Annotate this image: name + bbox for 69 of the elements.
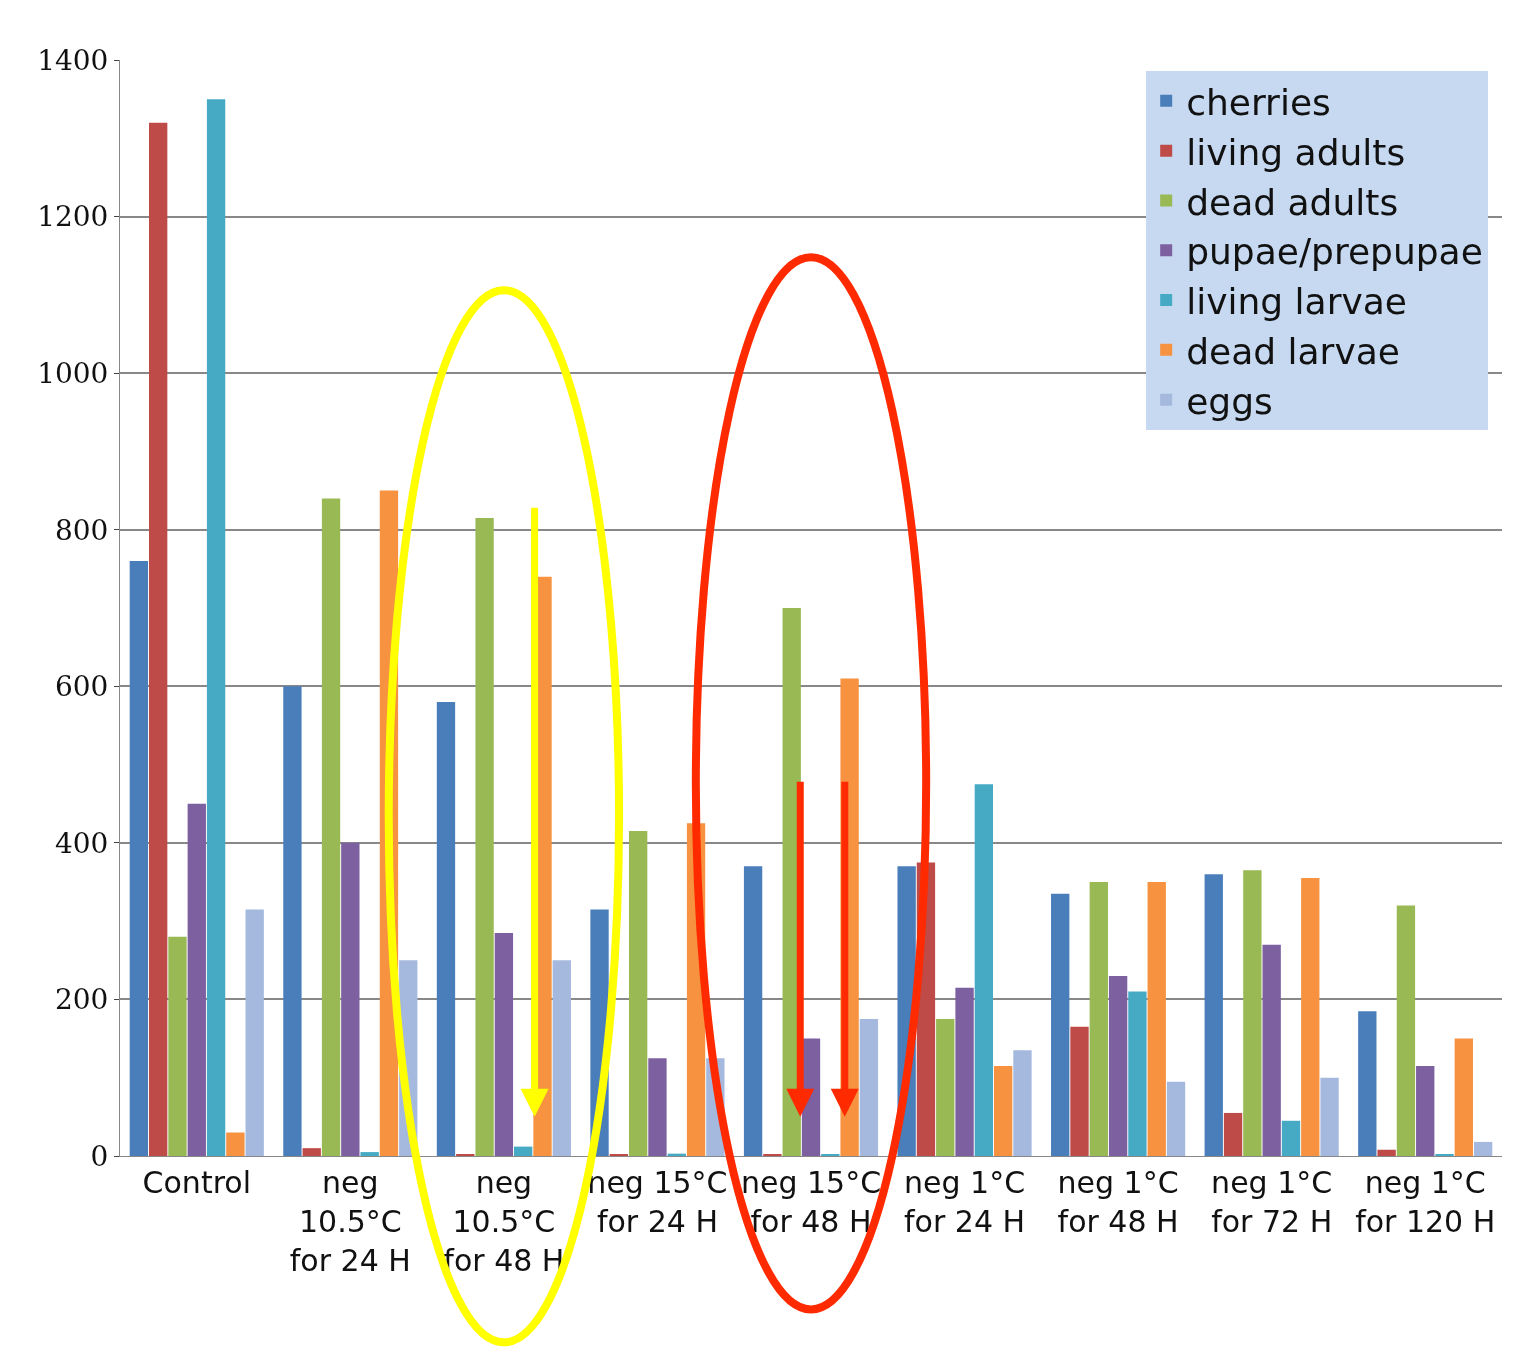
y-tick-label: 600: [54, 670, 109, 704]
bar: [936, 1019, 955, 1156]
y-tick-label: 1000: [37, 356, 109, 390]
bar: [859, 1019, 879, 1156]
bar: [302, 1148, 321, 1156]
bar: [1301, 878, 1320, 1156]
bar: [1204, 874, 1223, 1156]
legend-label: living adults: [1186, 131, 1406, 173]
bar: [436, 701, 456, 1156]
legend-label: cherries: [1186, 81, 1331, 123]
bar: [1473, 1141, 1493, 1156]
bar: [283, 686, 302, 1156]
x-tick-label: neg 1°C for 120 H: [1355, 1165, 1496, 1239]
bar: [494, 932, 514, 1156]
bar: [628, 831, 648, 1156]
y-tick-label: 400: [54, 826, 109, 860]
bar: [1051, 893, 1070, 1156]
bar: [475, 517, 494, 1156]
legend-label: eggs: [1186, 380, 1273, 422]
bar: [743, 866, 763, 1156]
x-tick-label: Control: [142, 1165, 252, 1200]
bar: [226, 1132, 245, 1156]
x-tick-label: neg 1°C for 48 H: [1057, 1165, 1179, 1239]
bar: [245, 909, 264, 1156]
bar: [187, 803, 206, 1156]
legend-label: living larvae: [1186, 281, 1407, 323]
bar: [1262, 944, 1281, 1156]
x-tick-label: neg 10.5°C for 24 H: [289, 1165, 411, 1278]
x-tick-label: neg 15°C for 48 H: [740, 1165, 882, 1239]
legend-label: dead adults: [1186, 181, 1399, 223]
y-tick-label: 1200: [37, 200, 109, 234]
bar: [1128, 991, 1147, 1156]
y-tick-label: 1400: [37, 43, 109, 77]
bar: [974, 784, 994, 1156]
y-tick-label: 0: [90, 1139, 109, 1173]
legend-label: dead larvae: [1186, 330, 1400, 372]
bar: [1320, 1077, 1339, 1156]
x-tick-label: neg 1°C for 72 H: [1211, 1165, 1333, 1239]
y-tick-label: 200: [54, 983, 109, 1017]
bar: [1108, 975, 1128, 1156]
bar: [648, 1058, 667, 1156]
bar: [1281, 1120, 1301, 1156]
bar: [1089, 882, 1108, 1156]
x-tick-label: neg 15°C for 24 H: [587, 1165, 728, 1239]
legend-label: pupae/prepupae: [1186, 231, 1483, 273]
bar: [129, 561, 149, 1156]
x-tick-label: neg 1°C for 24 H: [904, 1165, 1026, 1239]
bar: [168, 936, 187, 1156]
bar: [552, 960, 571, 1156]
y-tick-label: 800: [54, 513, 109, 547]
bar: [1358, 1011, 1377, 1156]
bar: [1396, 905, 1416, 1156]
bar: [955, 987, 974, 1156]
bar: [360, 1152, 379, 1156]
bar: [206, 99, 226, 1156]
bar: [514, 1146, 533, 1156]
bar: [1454, 1038, 1473, 1156]
bar: [1013, 1050, 1032, 1156]
bar: [1147, 882, 1166, 1156]
bar: [993, 1065, 1013, 1156]
bar: [1377, 1149, 1396, 1156]
bar: [1243, 870, 1262, 1156]
bar: [1070, 1026, 1089, 1156]
bar: [149, 122, 168, 1156]
bar: [341, 842, 360, 1156]
bar: [1223, 1112, 1243, 1156]
bar: [321, 498, 341, 1156]
bar: [1416, 1065, 1435, 1156]
bar: [1166, 1081, 1186, 1156]
